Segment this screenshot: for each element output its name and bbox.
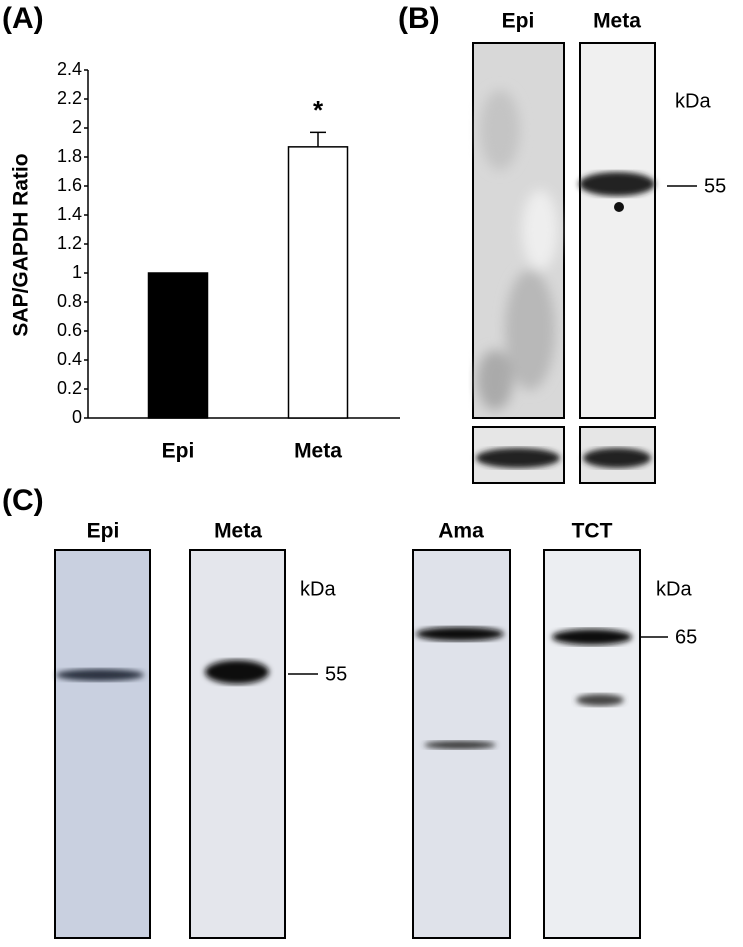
y-tick-label: 2.2: [57, 88, 82, 108]
unit-label: kDa: [300, 578, 336, 600]
lane-label: TCT: [572, 520, 613, 543]
x-tick-label: Epi: [162, 440, 195, 463]
marker-label: 55: [704, 175, 726, 197]
marker-label: 55: [325, 663, 347, 685]
blot-lane: [189, 549, 286, 939]
y-tick-label: 0.2: [57, 378, 82, 398]
blot-band: [552, 629, 632, 645]
blot-lane: [543, 549, 641, 939]
panel-label: (C): [2, 484, 44, 517]
lane-label: Epi: [502, 10, 535, 33]
lane-label: Meta: [593, 10, 641, 33]
annotation: *: [313, 95, 324, 125]
unit-label: kDa: [656, 578, 692, 600]
blot-band: [205, 660, 269, 684]
y-tick-label: 1.4: [57, 204, 82, 224]
blot-band: [56, 669, 144, 681]
y-tick-label: 2.4: [57, 59, 82, 79]
marker-label: 65: [675, 626, 697, 648]
blot-band: [424, 741, 496, 749]
blot-band: [416, 627, 504, 641]
blot-band: [476, 448, 560, 468]
bar: [147, 272, 209, 419]
y-tick-label: 1.8: [57, 146, 82, 166]
y-tick-label: 0.4: [57, 349, 82, 369]
blot-lane: [579, 42, 656, 419]
lane-label: Ama: [438, 520, 484, 543]
y-axis-label: SAP/GAPDH Ratio: [10, 153, 33, 336]
y-tick-label: 0: [72, 407, 82, 427]
y-tick-label: 0.8: [57, 291, 82, 311]
y-tick-label: 1.2: [57, 233, 82, 253]
bar-chart: 0 0.2 0.4 0.6 0.8 1 1.2 1.4 1.6 1.8 2 2.2 2.4 Epi Meta…: [57, 59, 349, 463]
blot-band: [576, 694, 624, 706]
blot-spot: [614, 202, 624, 212]
panel-label: (A): [2, 2, 44, 35]
blot-lane: [54, 549, 151, 939]
y-tick-label: 2: [72, 117, 82, 137]
blot-band: [583, 448, 651, 468]
panel-label: (B): [398, 2, 440, 35]
blot-band: [579, 172, 655, 196]
lane-label: Meta: [214, 520, 262, 543]
y-tick-label: 1.6: [57, 175, 82, 195]
bar: [287, 146, 349, 419]
blot-texture: [477, 90, 558, 410]
unit-label: kDa: [675, 90, 711, 112]
lane-label: Epi: [87, 520, 120, 543]
y-tick-label: 1: [72, 262, 82, 282]
y-tick-label: 0.6: [57, 320, 82, 340]
x-tick-label: Meta: [294, 440, 342, 463]
